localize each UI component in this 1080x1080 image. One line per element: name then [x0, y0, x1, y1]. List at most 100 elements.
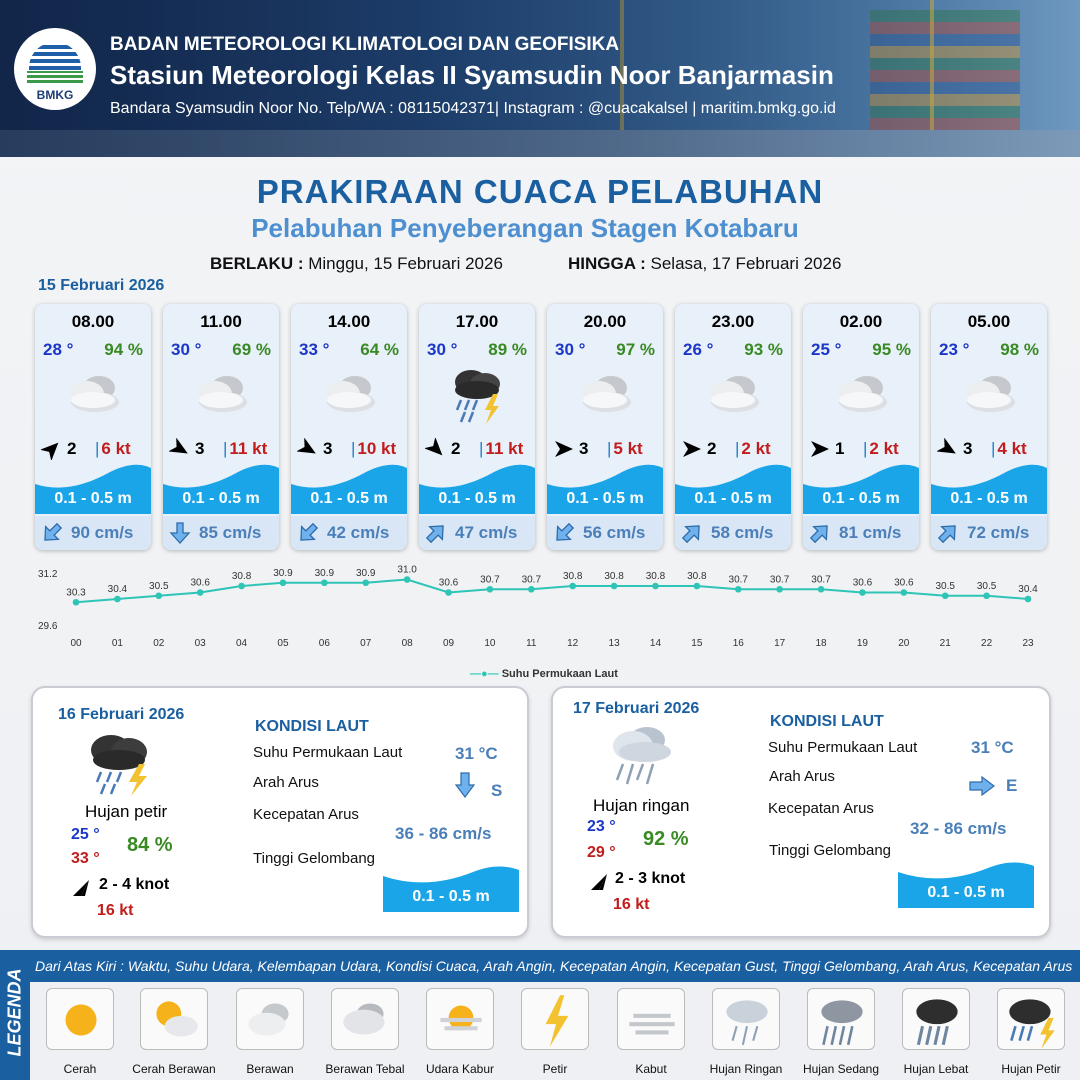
- data-label: 30.8: [232, 571, 252, 582]
- y-tick-label: 29.6: [38, 621, 58, 632]
- x-tick-label: 23: [1022, 638, 1034, 649]
- data-point: [279, 579, 287, 587]
- day2-gust: 16 kt: [97, 902, 134, 919]
- label-sst: Suhu Permukaan Laut: [768, 739, 918, 756]
- card-time: 05.00: [967, 312, 1011, 331]
- card-wave-height: 0.1 - 0.5 m: [566, 490, 644, 507]
- data-label: 30.6: [439, 578, 459, 589]
- wind-direction-icon: [296, 437, 319, 460]
- data-label: 30.5: [149, 581, 169, 592]
- card-humidity: 95 %: [872, 340, 911, 359]
- x-tick-label: 17: [774, 638, 786, 649]
- day3-tmin: 23 °: [587, 818, 616, 835]
- day3-gust: 16 kt: [613, 896, 650, 913]
- label-current-speed: Kecepatan Arus: [253, 806, 359, 823]
- card-current-row: 47 cm/s: [419, 516, 535, 550]
- day3-kondisi-title: KONDISI LAUT: [770, 713, 884, 730]
- x-tick-label: 01: [112, 638, 124, 649]
- day1-date: 15 Februari 2026: [38, 277, 165, 294]
- data-label: 30.5: [935, 581, 955, 592]
- card-gust: | 11 kt: [479, 439, 524, 458]
- day3-wave-box: 0.1 - 0.5 m: [898, 860, 1034, 908]
- udara-kabur-icon: [426, 988, 494, 1050]
- card-wave-height: 0.1 - 0.5 m: [950, 490, 1028, 507]
- current-direction-icon: [937, 522, 959, 544]
- berawan-tebal-icon: [191, 366, 251, 426]
- card-humidity: 93 %: [744, 340, 783, 359]
- day2-condition: Hujan petir: [85, 802, 168, 821]
- forecast-card: 20.00 30 ° 97 % 3 | 5 kt 0.1 - 0.5 m 56 c…: [547, 304, 663, 550]
- data-label: 30.9: [315, 568, 335, 579]
- berawan-tebal-icon: [63, 366, 123, 426]
- card-time: 14.00: [327, 312, 371, 331]
- current-direction-icon: [553, 522, 575, 544]
- card-current-speed: 85 cm/s: [199, 523, 262, 542]
- x-tick-label: 02: [153, 638, 165, 649]
- wave-graphic: [803, 464, 919, 514]
- card-humidity: 64 %: [360, 340, 399, 359]
- current-direction-icon: [425, 522, 447, 544]
- day3-date: 17 Februari 2026: [573, 700, 700, 717]
- legend-label: Cerah Berawan: [132, 1062, 216, 1076]
- data-point: [445, 589, 452, 596]
- legend-side-label: LEGENDA: [0, 950, 30, 1080]
- forecast-card: 11.00 30 ° 69 % 3 | 11 kt 0.1 - 0.5 m 85 …: [163, 304, 279, 550]
- x-tick-label: 00: [70, 638, 82, 649]
- card-wave-height: 0.1 - 0.5 m: [182, 490, 260, 507]
- data-point: [859, 589, 866, 596]
- card-wind-speed: 2: [67, 439, 77, 458]
- cerah-berawan-icon: [140, 988, 208, 1050]
- day2-sst: 31 °C: [455, 744, 498, 763]
- card-humidity: 94 %: [104, 340, 143, 359]
- legend-label: Hujan Petir: [1001, 1062, 1061, 1076]
- x-tick-label: 11: [526, 638, 537, 649]
- card-gust: | 11 kt: [223, 439, 268, 458]
- wave-graphic: [163, 464, 279, 514]
- wave-graphic: [931, 464, 1047, 514]
- data-point: [983, 592, 990, 600]
- day2-current-dir: S: [491, 781, 503, 800]
- header-banner: BMKG BADAN METEOROLOGI KLIMATOLOGI DAN G…: [0, 0, 1080, 157]
- x-tick-label: 04: [236, 638, 248, 649]
- data-point: [941, 592, 949, 600]
- day2-wave-height: 0.1 - 0.5 m: [412, 888, 490, 905]
- card-current-speed: 81 cm/s: [839, 523, 902, 542]
- card-wind-speed: 2: [451, 439, 461, 458]
- berawan-icon: [236, 988, 304, 1050]
- current-direction-icon: [809, 522, 831, 544]
- wave-graphic: [547, 464, 663, 514]
- legend-panel: LEGENDA Dari Atas Kiri : Waktu, Suhu Uda…: [0, 950, 1080, 1080]
- data-label: 30.8: [646, 571, 666, 582]
- card-gust: | 2 kt: [735, 439, 771, 458]
- x-tick-label: 20: [898, 638, 910, 649]
- card-current-speed: 72 cm/s: [967, 523, 1030, 542]
- x-tick-label: 10: [484, 638, 496, 649]
- current-direction-icon: [681, 522, 703, 544]
- card-current-row: 58 cm/s: [675, 516, 791, 550]
- day2-panel: 16 Februari 2026 Hujan petir 25 ° 33 ° 8…: [31, 686, 529, 938]
- valid-from: BERLAKU : Minggu, 15 Februari 2026: [210, 254, 503, 273]
- hujan-sedang-icon: [807, 988, 875, 1050]
- wave-graphic: [291, 464, 407, 514]
- berawan-tebal-icon: [703, 366, 763, 426]
- data-label: 30.7: [811, 574, 831, 585]
- day3-wind: 2 - 3 knot: [615, 870, 686, 887]
- card-humidity: 89 %: [488, 340, 527, 359]
- wave-graphic: [35, 464, 151, 514]
- data-point: [362, 579, 370, 587]
- day2-wind: 2 - 4 knot: [99, 876, 170, 893]
- station-contact: Bandara Syamsudin Noor No. Telp/WA : 081…: [110, 100, 836, 117]
- data-label: 31.0: [397, 565, 417, 576]
- x-tick-label: 09: [443, 638, 455, 649]
- card-time: 02.00: [839, 312, 883, 331]
- data-label: 30.6: [894, 578, 914, 589]
- data-label: 30.9: [273, 568, 293, 579]
- data-point: [486, 585, 494, 593]
- data-point: [817, 585, 825, 593]
- petir-icon: [521, 988, 589, 1050]
- data-point: [528, 585, 535, 593]
- label-wave: Tinggi Gelombang: [769, 842, 892, 859]
- wind-direction-icon: [423, 436, 447, 460]
- x-tick-label: 03: [195, 638, 207, 649]
- data-point: [403, 576, 411, 583]
